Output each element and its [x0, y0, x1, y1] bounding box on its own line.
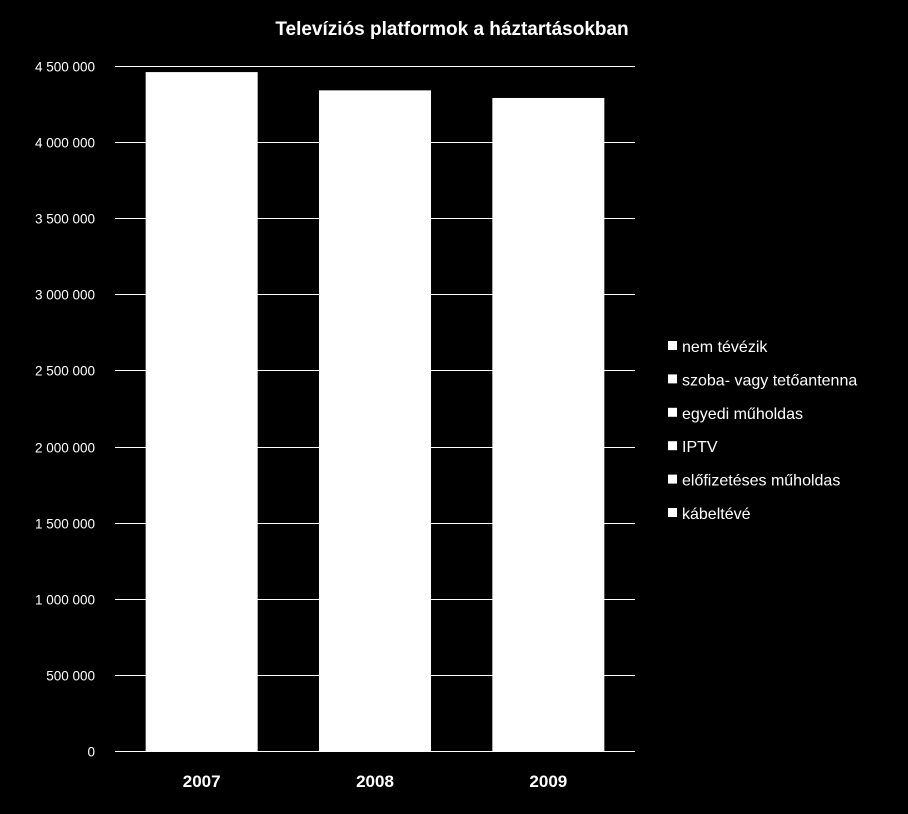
legend-swatch [668, 341, 677, 350]
y-tick-label: 2 000 000 [35, 441, 95, 456]
y-tick-label: 1 000 000 [35, 593, 95, 608]
bar-2007 [145, 72, 258, 752]
legend: nem tévézik szoba- vagy tetőantenna egyedi… [668, 339, 857, 523]
legend-item: egyedi műholdas [668, 406, 803, 423]
x-tick-label: 2008 [356, 772, 394, 791]
x-tick-label: 2007 [183, 772, 221, 791]
legend-label: IPTV [682, 439, 718, 456]
x-axis-tick-labels: 2007 2008 2009 [183, 772, 567, 791]
y-tick-label: 0 [87, 745, 95, 760]
y-tick-label: 4 500 000 [35, 60, 95, 75]
y-tick-label: 2 500 000 [35, 364, 95, 379]
y-tick-label: 3 500 000 [35, 212, 95, 227]
legend-swatch [668, 407, 677, 417]
legend-item: IPTV [668, 439, 718, 456]
x-tick-label: 2009 [529, 772, 567, 791]
y-tick-label: 3 000 000 [35, 288, 95, 303]
legend-swatch [668, 441, 677, 451]
legend-swatch [668, 474, 677, 484]
legend-label: kábeltévé [682, 506, 751, 523]
y-tick-label: 1 500 000 [35, 517, 95, 532]
legend-item: kábeltévé [668, 506, 751, 523]
legend-label: előfizetéses műholdas [682, 473, 840, 490]
legend-item: előfizetéses műholdas [668, 473, 840, 490]
chart-title: Televíziós platformok a háztartásokban [275, 19, 628, 40]
legend-swatch [668, 374, 677, 384]
legend-item: nem tévézik [668, 339, 768, 356]
bars [145, 72, 605, 752]
legend-item: szoba- vagy tetőantenna [668, 372, 857, 389]
legend-label: szoba- vagy tetőantenna [682, 372, 857, 389]
bar-2009 [492, 97, 605, 751]
bar-2008 [319, 90, 431, 752]
legend-swatch [668, 508, 677, 517]
y-tick-label: 500 000 [46, 669, 95, 684]
legend-label: egyedi műholdas [682, 406, 803, 423]
y-axis-tick-labels: 0 500 000 1 000 000 1 500 000 2 000 000 2 500… [35, 60, 95, 760]
legend-label: nem tévézik [682, 339, 768, 356]
y-tick-label: 4 000 000 [35, 136, 95, 151]
